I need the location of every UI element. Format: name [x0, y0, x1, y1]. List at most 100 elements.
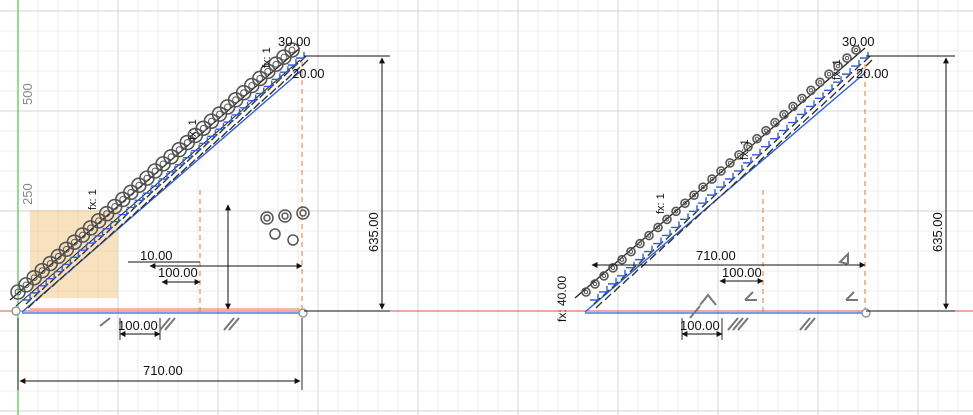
equal-glyph[interactable]	[235, 112, 245, 124]
equal-glyph[interactable]	[81, 247, 91, 259]
horizontal-glyphs-r[interactable]	[699, 251, 858, 306]
constraint-glyph-cluster[interactable]	[10, 42, 309, 309]
stair-step-segment[interactable]	[635, 253, 644, 261]
equal-glyph[interactable]	[719, 184, 729, 196]
coincident-glyph[interactable]	[581, 287, 591, 297]
stair-step-segment[interactable]	[279, 66, 289, 73]
equal-glyph[interactable]	[728, 176, 738, 188]
stair-step-segment[interactable]	[779, 124, 788, 132]
equal-glyph[interactable]	[791, 120, 801, 132]
equal-glyph[interactable]	[809, 103, 819, 115]
equal-glyph[interactable]	[674, 224, 684, 236]
stair-step-segment[interactable]	[46, 272, 55, 280]
dim-top-width-r[interactable]: 30.00	[842, 34, 875, 49]
right-sketch[interactable]: 635.00 30.00 20.00 710.00 100.00 100.00 …	[555, 34, 955, 340]
stair-step-segment[interactable]	[271, 73, 281, 81]
coincident-glyph[interactable]	[680, 198, 690, 209]
left-sketch[interactable]: 635.00 30.00 20.00 10.00 100.00 100.00 7…	[9, 34, 390, 390]
coincident-glyph[interactable]	[734, 150, 744, 160]
fx-label-a-r[interactable]: fx: 1	[655, 193, 667, 214]
dim-total-width[interactable]: 710.00	[143, 363, 183, 378]
stair-step-segment[interactable]	[54, 265, 63, 273]
equal-glyph[interactable]	[202, 140, 212, 152]
equal-glyph[interactable]	[218, 126, 228, 138]
equal-glyph[interactable]	[800, 111, 810, 123]
stair-step-segment[interactable]	[860, 52, 869, 59]
equal-glyph[interactable]	[65, 261, 75, 273]
stair-step-segment[interactable]	[30, 286, 39, 294]
stair-step-segment[interactable]	[653, 237, 662, 245]
dim-height-label-r[interactable]: 635.00	[930, 212, 945, 252]
stair-step-segment[interactable]	[806, 100, 815, 108]
coincident-glyph[interactable]	[797, 93, 807, 104]
coincident-glyph[interactable]	[671, 206, 681, 217]
stair-step-segment[interactable]	[118, 208, 128, 216]
stair-step-segment[interactable]	[725, 173, 734, 180]
stair-step-segment[interactable]	[815, 92, 824, 100]
stair-step-segment[interactable]	[698, 197, 707, 204]
dim-inner-small[interactable]: 10.00	[140, 248, 173, 263]
stair-step-segment[interactable]	[263, 80, 273, 88]
coincident-glyph[interactable]	[626, 246, 636, 257]
equal-glyph[interactable]	[178, 162, 188, 174]
coincident-glyph[interactable]	[599, 271, 609, 281]
equal-glyph[interactable]	[665, 232, 675, 244]
sketch-point-end[interactable]	[298, 308, 308, 318]
stair-step-segment[interactable]	[142, 187, 152, 194]
dim-bottom-step[interactable]: 100.00	[118, 318, 158, 333]
parallel-glyphs-r[interactable]	[689, 305, 816, 331]
equal-glyph[interactable]	[710, 192, 720, 204]
stair-step-segment[interactable]	[199, 137, 208, 145]
dim-step-width-r[interactable]: 100.00	[722, 265, 762, 280]
equal-glyph[interactable]	[602, 289, 612, 301]
fx-label-c-r[interactable]: fx: 1	[831, 59, 843, 80]
stair-step-segment[interactable]	[247, 94, 257, 102]
equal-glyph[interactable]	[836, 79, 846, 91]
equal-glyph[interactable]	[854, 63, 864, 75]
stair-step-segment[interactable]	[770, 132, 779, 140]
stair-step-segment[interactable]	[287, 59, 297, 66]
stair-step-segment[interactable]	[102, 222, 112, 230]
equal-glyph[interactable]	[827, 87, 837, 99]
equal-glyph[interactable]	[683, 216, 693, 228]
equal-glyph[interactable]	[194, 148, 204, 160]
stair-step-segment[interactable]	[150, 180, 160, 187]
equal-glyph[interactable]	[863, 55, 873, 67]
equal-glyph[interactable]	[746, 160, 756, 172]
equal-glyph[interactable]	[737, 168, 747, 180]
stair-step-segment[interactable]	[716, 181, 725, 188]
equal-glyph[interactable]	[210, 133, 220, 145]
sketch-point-origin[interactable]	[11, 306, 21, 316]
equal-glyph[interactable]	[162, 176, 172, 188]
stair-step-segment[interactable]	[215, 123, 225, 130]
stair-step-segment[interactable]	[223, 116, 233, 123]
fx-label-c[interactable]: fx: 1	[261, 47, 273, 68]
floating-glyphs[interactable]	[260, 206, 310, 246]
sketch-point-end-r[interactable]	[861, 308, 871, 318]
fx-label-a[interactable]: fx: 1	[87, 189, 99, 210]
stair-step-segment[interactable]	[743, 156, 752, 164]
dim-step-width[interactable]: 100.00	[158, 265, 198, 280]
coincident-glyph[interactable]	[698, 182, 708, 192]
equal-glyph[interactable]	[818, 95, 828, 107]
stair-step-segment[interactable]	[62, 258, 71, 266]
equal-glyph[interactable]	[782, 128, 792, 140]
stair-step-segment[interactable]	[851, 60, 860, 67]
coincident-glyph[interactable]	[770, 117, 780, 128]
constraint-glyph-cluster-r[interactable]	[581, 45, 873, 309]
stair-step-segment[interactable]	[239, 101, 249, 109]
equal-glyph[interactable]	[122, 212, 132, 224]
stair-step-segment[interactable]	[255, 87, 265, 95]
stair-step-segment[interactable]	[110, 215, 120, 223]
coincident-glyph[interactable]	[689, 190, 699, 200]
equal-glyph[interactable]	[106, 226, 116, 238]
coincident-glyph[interactable]	[815, 77, 825, 88]
dim-bottom-step-r[interactable]: 100.00	[680, 318, 720, 333]
equal-glyph[interactable]	[226, 119, 236, 131]
stair-step-segment[interactable]	[296, 52, 305, 59]
coincident-glyph[interactable]	[662, 214, 672, 225]
stair-step-segment[interactable]	[680, 213, 689, 221]
stair-step-segment[interactable]	[671, 221, 680, 229]
stair-step-segment[interactable]	[752, 148, 761, 156]
